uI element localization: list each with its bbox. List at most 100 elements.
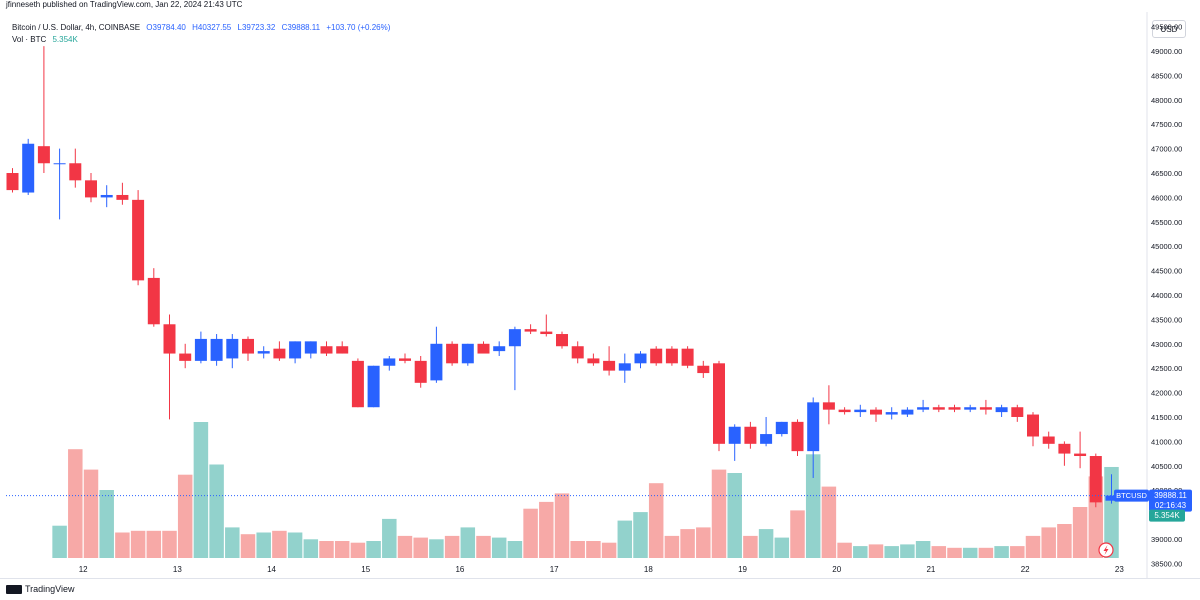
volume-bar: [617, 520, 633, 558]
volume-bar: [696, 527, 711, 558]
volume-bar: [962, 547, 978, 558]
volume-bar: [853, 546, 868, 558]
candle-body: [242, 338, 254, 354]
candle-body: [414, 360, 427, 383]
y-tick-label: 49000.00: [1151, 47, 1182, 56]
candle-body: [304, 341, 317, 354]
y-tick-label: 48000.00: [1151, 96, 1182, 105]
symbol-label[interactable]: Bitcoin / U.S. Dollar, 4h, COINBASE: [12, 23, 141, 32]
x-tick-label: 23: [1115, 565, 1124, 574]
volume-bar: [1010, 546, 1025, 558]
candle-body: [53, 163, 66, 165]
candle-body: [665, 348, 678, 364]
candle-body: [901, 409, 914, 415]
x-axis-ticks: 12 13 14 15 16 17 18 19 20 21 22 23: [79, 565, 1125, 574]
low-value: L39723.32: [237, 23, 276, 32]
candle-body: [351, 360, 364, 408]
candle-body: [132, 199, 145, 281]
candle-body: [587, 358, 600, 364]
volume-bar: [931, 546, 947, 558]
volume-label[interactable]: Vol · BTC: [12, 35, 47, 44]
candle-body: [179, 353, 192, 361]
volume-bar: [837, 542, 852, 558]
currency-button[interactable]: USD: [1152, 20, 1186, 38]
candle-body: [430, 343, 443, 381]
volume-bar: [413, 537, 428, 558]
candle-body: [289, 341, 302, 359]
volume-bar: [429, 539, 444, 558]
volume-bar: [287, 532, 303, 558]
x-tick-label: 22: [1021, 565, 1030, 574]
open-value: O39784.40: [146, 23, 186, 32]
volume-bar: [570, 541, 585, 558]
volume-bar: [711, 469, 727, 558]
volume-bar: [758, 529, 774, 558]
candle-body: [1058, 443, 1071, 454]
volume-row: Vol · BTC 5.354K: [12, 34, 394, 46]
candle-body: [116, 194, 129, 200]
x-tick-label: 12: [79, 565, 88, 574]
volume-bar: [1041, 527, 1056, 558]
footer-bar: TradingView: [0, 578, 1200, 600]
y-tick-label: 46000.00: [1151, 193, 1182, 202]
volume-bar: [83, 469, 99, 558]
candle-body: [446, 343, 459, 364]
volume-bar: [319, 541, 334, 558]
candle-body: [22, 143, 35, 193]
ohlc-row: Bitcoin / U.S. Dollar, 4h, COINBASE O397…: [12, 22, 394, 34]
candle-body: [226, 338, 239, 359]
volume-bar: [915, 541, 931, 558]
y-tick-label: 49500.00: [1151, 23, 1182, 32]
candle-body: [336, 346, 349, 354]
y-tick-label: 45500.00: [1151, 218, 1182, 227]
candle-body: [744, 426, 757, 444]
price-tag: BTCUSD 39888.11 02:16:43: [1114, 489, 1192, 512]
volume-bar: [994, 546, 1009, 558]
volume-bar: [790, 510, 805, 558]
candle-body: [697, 365, 710, 374]
volume-bar: [1104, 466, 1119, 558]
candle-body: [320, 346, 333, 354]
candle-body: [6, 173, 19, 191]
volume-bar: [209, 464, 224, 558]
candle-body: [822, 402, 835, 410]
x-tick-label: 16: [455, 565, 464, 574]
price-chart[interactable]: 38500.0039000.0039500.0040000.0040500.00…: [0, 0, 1200, 578]
candle-body: [1074, 453, 1087, 457]
x-tick-label: 17: [550, 565, 559, 574]
candle-body: [870, 409, 882, 415]
last-price-text: 39888.11: [1154, 491, 1187, 500]
volume-bar: [397, 535, 413, 558]
volume-bar: [664, 535, 680, 558]
candle-body: [194, 338, 207, 361]
candle-body: [885, 412, 898, 415]
volume-bar: [507, 541, 523, 558]
volume-bar: [177, 474, 193, 558]
volume-bar: [146, 530, 162, 558]
y-axis-ticks: 38500.0039000.0039500.0040000.0040500.00…: [1151, 23, 1182, 569]
volume-bars: [52, 422, 1119, 558]
y-tick-label: 47500.00: [1151, 120, 1182, 129]
y-tick-label: 46500.00: [1151, 169, 1182, 178]
y-tick-label: 48500.00: [1151, 71, 1182, 80]
candle-body: [932, 407, 945, 410]
volume-bar: [382, 518, 397, 558]
tradingview-logo[interactable]: TradingView: [6, 584, 75, 595]
candle-body: [69, 163, 82, 181]
y-tick-label: 38500.00: [1151, 559, 1182, 568]
candle-body: [681, 348, 694, 366]
volume-bar: [366, 541, 381, 558]
volume-bar: [539, 501, 554, 558]
volume-tag: 5.354K: [1149, 509, 1185, 522]
candle-body: [728, 426, 741, 444]
lightning-icon[interactable]: [1098, 542, 1114, 558]
volume-bar: [240, 534, 256, 558]
candle-body: [540, 331, 553, 335]
volume-bar: [444, 535, 460, 558]
candle-body: [1011, 407, 1024, 417]
candle-body: [634, 353, 647, 364]
candle-body: [979, 407, 992, 410]
candle-body: [383, 358, 396, 366]
candle-body: [1105, 495, 1118, 501]
volume-bar: [947, 547, 962, 558]
